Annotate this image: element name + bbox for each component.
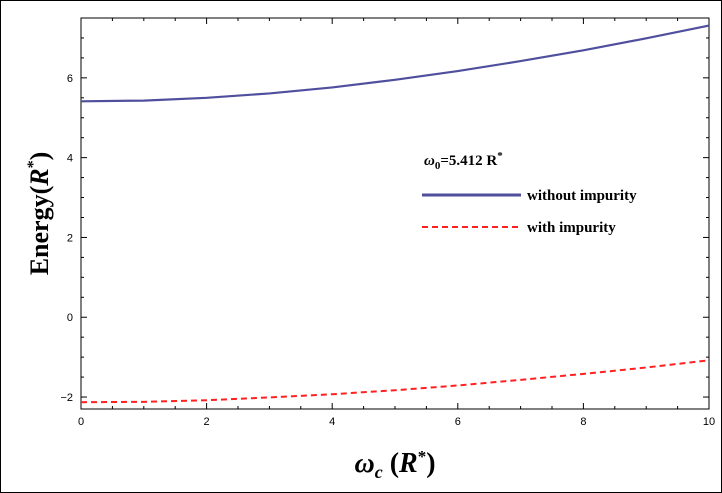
y-tick-label: 2 [67, 232, 73, 244]
y-tick-label: 0 [67, 312, 73, 324]
y-tick-label: 4 [67, 153, 73, 165]
x-tick-label: 10 [703, 416, 715, 428]
x-tick-label: 2 [204, 416, 210, 428]
y-tick-label: 6 [67, 73, 73, 85]
y-tick-label: −2 [60, 392, 73, 404]
legend: ω0=5.412 R* without impurity with impuri… [422, 150, 637, 236]
tick-labels: 0 2 4 6 8 10 −2 0 2 4 6 [60, 73, 715, 428]
series-lines [80, 24, 710, 404]
y-axis-title: Energy(R*) [25, 152, 54, 276]
x-tick-label: 4 [329, 416, 335, 428]
axis-ticks [80, 18, 710, 409]
plot-area [80, 17, 710, 410]
x-tick-label: 0 [78, 416, 84, 428]
x-tick-label: 6 [455, 416, 461, 428]
legend-label-without-impurity: without impurity [527, 188, 637, 204]
x-tick-label: 8 [580, 416, 586, 428]
series-line-with-impurity [80, 359, 710, 404]
series-line-without-impurity [80, 24, 710, 103]
legend-title: ω0=5.412 R* [424, 150, 503, 172]
legend-label-with-impurity: with impurity [527, 220, 616, 236]
x-axis-title: ωc (R*) [354, 447, 435, 482]
